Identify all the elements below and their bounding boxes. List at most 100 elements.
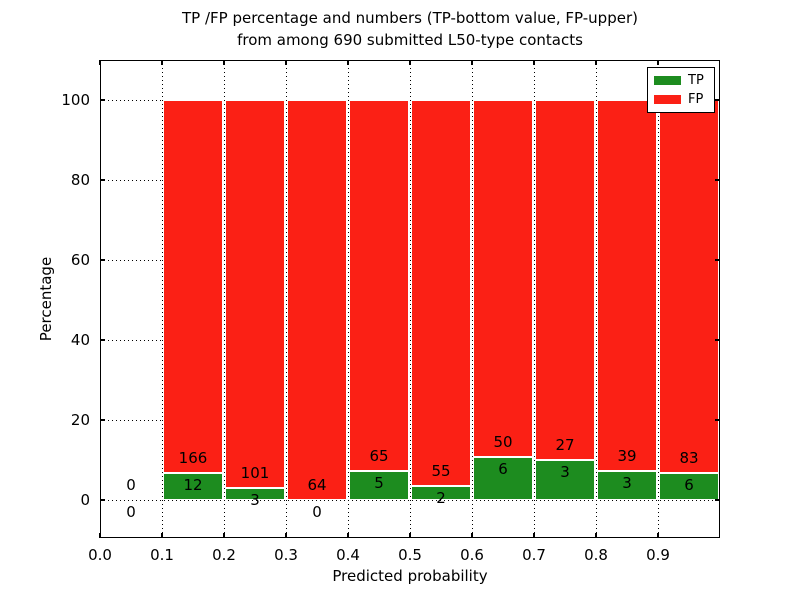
bar-fp-segment (473, 100, 533, 458)
y-tick-mark (100, 499, 105, 501)
bar-fp-segment (411, 100, 471, 486)
y-tick-label: 0 (80, 491, 90, 509)
gridline-vertical (595, 60, 597, 538)
legend-label: FP (688, 92, 704, 107)
tp-count-label: 12 (183, 476, 203, 495)
x-tick-mark (223, 533, 225, 538)
chart-title: TP /FP percentage and numbers (TP-bottom… (100, 7, 720, 51)
x-tick-mark (347, 533, 349, 538)
x-tick-mark (657, 533, 659, 538)
y-axis-label: Percentage (37, 256, 55, 342)
x-tick-label: 0.6 (460, 546, 484, 564)
y-tick-mark (715, 499, 720, 501)
x-tick-mark (657, 60, 659, 65)
bar-fp-segment (163, 100, 223, 474)
fp-count-label: 101 (240, 464, 270, 483)
x-tick-label: 0.4 (336, 546, 360, 564)
bar-fp-segment (225, 100, 285, 489)
plot-area: 0 0 166 12 101 3 64 0 65 5 55 2 50 6 27 3 39 3 83 6 0.0 0.1 0.… (61, 60, 720, 564)
x-tick-mark (471, 60, 473, 65)
x-tick-label: 0.1 (150, 546, 174, 564)
legend-swatch-tp (654, 76, 681, 85)
y-tick-mark (715, 419, 720, 421)
x-tick-mark (471, 533, 473, 538)
bar-fp-segment (659, 100, 719, 474)
gridline-horizontal (100, 339, 720, 341)
x-tick-mark (533, 60, 535, 65)
fp-count-label: 0 (126, 475, 136, 494)
y-tick-mark (100, 99, 105, 101)
x-tick-mark (99, 60, 101, 65)
x-tick-mark (533, 533, 535, 538)
bar-tp-segment (659, 473, 719, 500)
chart-title-line1: TP /FP percentage and numbers (TP-bottom… (182, 9, 638, 27)
tp-count-label: 3 (250, 491, 260, 510)
tp-count-label: 6 (498, 460, 508, 479)
fp-count-label: 83 (679, 448, 699, 467)
x-tick-mark (347, 60, 349, 65)
gridline-vertical (161, 60, 163, 538)
gridline-vertical (657, 60, 659, 538)
x-tick-mark (595, 533, 597, 538)
y-tick-label: 80 (70, 171, 90, 189)
fp-count-label: 39 (617, 447, 637, 466)
x-tick-mark (285, 533, 287, 538)
bar-tp-segment (473, 457, 533, 500)
x-tick-mark (409, 60, 411, 65)
bar-fp-segment (535, 100, 595, 460)
tp-count-label: 0 (126, 503, 136, 521)
gridline-vertical (409, 60, 411, 538)
bar-tp-segment (411, 485, 471, 500)
tp-count-label: 6 (684, 476, 694, 495)
tp-count-label: 0 (312, 503, 322, 521)
legend: TP FP (647, 67, 715, 113)
x-tick-label: 0.5 (398, 546, 422, 564)
gridline-horizontal (100, 419, 720, 421)
gridline-vertical (347, 60, 349, 538)
y-tick-mark (715, 339, 720, 341)
tp-count-label: 2 (436, 488, 446, 507)
y-tick-mark (100, 259, 105, 261)
fp-count-label: 64 (307, 475, 327, 494)
x-tick-mark (161, 60, 163, 65)
gridline-vertical (471, 60, 473, 538)
bar-tp-segment (163, 473, 223, 500)
y-tick-label: 60 (70, 251, 90, 269)
legend-item: TP (654, 74, 714, 87)
x-tick-mark (409, 533, 411, 538)
x-tick-label: 0.3 (274, 546, 298, 564)
legend-label: TP (688, 73, 704, 88)
gridline-vertical (533, 60, 535, 538)
bar-tp-segment (535, 460, 595, 500)
x-tick-label: 0.9 (646, 546, 670, 564)
gridline-vertical (223, 60, 225, 538)
x-tick-label: 0.8 (584, 546, 608, 564)
tp-count-label: 3 (560, 463, 570, 481)
legend-item: FP (654, 93, 714, 106)
x-axis-label: Predicted probability (332, 567, 488, 585)
fp-count-label: 65 (369, 447, 389, 466)
fp-count-label: 27 (555, 435, 575, 454)
y-tick-mark (100, 339, 105, 341)
y-tick-mark (100, 419, 105, 421)
x-tick-mark (99, 533, 101, 538)
fp-count-label: 50 (493, 432, 513, 451)
bar-tp-segment (225, 488, 285, 500)
y-tick-mark (715, 259, 720, 261)
x-tick-mark (595, 60, 597, 65)
x-tick-mark (285, 60, 287, 65)
tp-count-label: 5 (374, 474, 384, 493)
gridline-horizontal (100, 499, 720, 501)
gridline-vertical (285, 60, 287, 538)
bar-tp-segment (349, 471, 409, 500)
y-tick-mark (100, 179, 105, 181)
y-tick-mark (715, 99, 720, 101)
y-tick-label: 20 (70, 411, 90, 429)
fp-count-label: 166 (178, 448, 208, 467)
gridline-horizontal (100, 259, 720, 261)
x-tick-mark (161, 533, 163, 538)
legend-swatch-fp (654, 95, 681, 104)
x-tick-mark (223, 60, 225, 65)
x-tick-label: 0.0 (88, 546, 112, 564)
